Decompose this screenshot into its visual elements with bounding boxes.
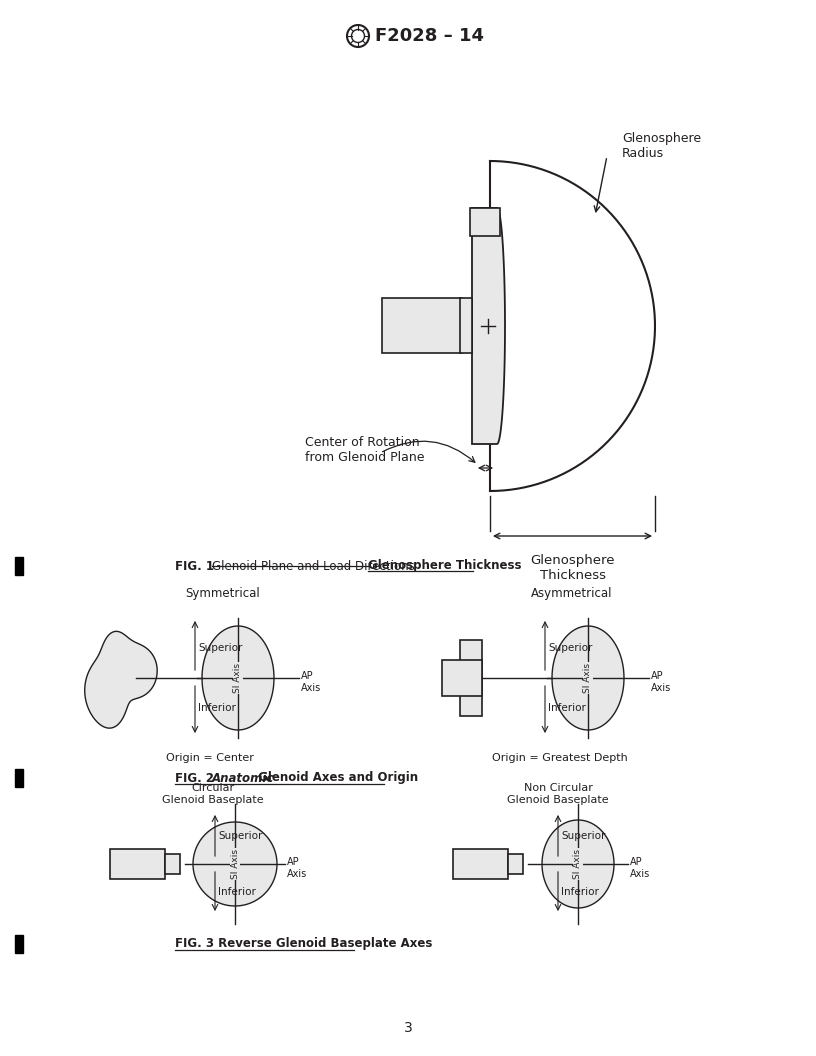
Polygon shape	[552, 626, 624, 730]
Text: SI Axis: SI Axis	[230, 849, 240, 879]
Polygon shape	[542, 821, 614, 908]
Polygon shape	[15, 935, 23, 953]
Bar	[442, 660, 482, 696]
Text: 3: 3	[404, 1021, 412, 1035]
Polygon shape	[472, 208, 505, 444]
Text: Non Circular
Glenoid Baseplate: Non Circular Glenoid Baseplate	[508, 784, 609, 805]
Polygon shape	[15, 557, 23, 576]
Bar	[110, 849, 165, 879]
Bar	[453, 849, 508, 879]
Text: Circular
Glenoid Baseplate: Circular Glenoid Baseplate	[162, 784, 264, 805]
Polygon shape	[202, 626, 274, 730]
Text: Glenosphere Thickness: Glenosphere Thickness	[368, 560, 521, 572]
Text: FIG. 3 Reverse Glenoid Baseplate Axes: FIG. 3 Reverse Glenoid Baseplate Axes	[175, 938, 432, 950]
Text: Symmetrical: Symmetrical	[185, 587, 260, 601]
Text: Inferior: Inferior	[548, 703, 586, 713]
Text: Glenosphere
Radius: Glenosphere Radius	[622, 132, 701, 161]
Text: Glenosphere
Thickness: Glenosphere Thickness	[530, 554, 614, 582]
Text: AP
Axis: AP Axis	[287, 857, 308, 879]
Text: Anatomic: Anatomic	[212, 772, 274, 785]
Text: AP
Axis: AP Axis	[301, 672, 322, 693]
Polygon shape	[193, 822, 277, 906]
Text: Origin = Greatest Depth: Origin = Greatest Depth	[492, 753, 628, 763]
Bar	[470, 208, 500, 235]
Text: Inferior: Inferior	[561, 887, 599, 897]
Text: Superior: Superior	[198, 643, 242, 653]
Text: Center of Rotation
from Glenoid Plane: Center of Rotation from Glenoid Plane	[305, 436, 424, 464]
Bar	[460, 298, 472, 353]
Text: F2028 – 14: F2028 – 14	[375, 27, 484, 45]
Text: FIG. 1: FIG. 1	[175, 560, 218, 572]
Polygon shape	[15, 769, 23, 787]
Text: Inferior: Inferior	[198, 703, 236, 713]
Text: Inferior: Inferior	[218, 887, 256, 897]
Text: Glenoid Axes and Origin: Glenoid Axes and Origin	[254, 772, 418, 785]
Text: Glenoid Plane and Load Directions: Glenoid Plane and Load Directions	[212, 560, 415, 572]
Text: Superior: Superior	[218, 831, 263, 841]
Bar	[460, 640, 482, 716]
Text: AP
Axis: AP Axis	[651, 672, 672, 693]
Text: AP
Axis: AP Axis	[630, 857, 650, 879]
Text: SI Axis: SI Axis	[574, 849, 583, 879]
Text: SI Axis: SI Axis	[233, 663, 242, 693]
Polygon shape	[85, 631, 157, 729]
Text: SI Axis: SI Axis	[583, 663, 592, 693]
Bar	[382, 298, 462, 353]
Text: Asymmetrical: Asymmetrical	[531, 587, 613, 601]
Text: Superior: Superior	[548, 643, 592, 653]
Text: Origin = Center: Origin = Center	[166, 753, 254, 763]
Bar	[165, 854, 180, 873]
Text: Superior: Superior	[561, 831, 605, 841]
Text: FIG. 2: FIG. 2	[175, 772, 218, 785]
Bar	[508, 854, 523, 873]
